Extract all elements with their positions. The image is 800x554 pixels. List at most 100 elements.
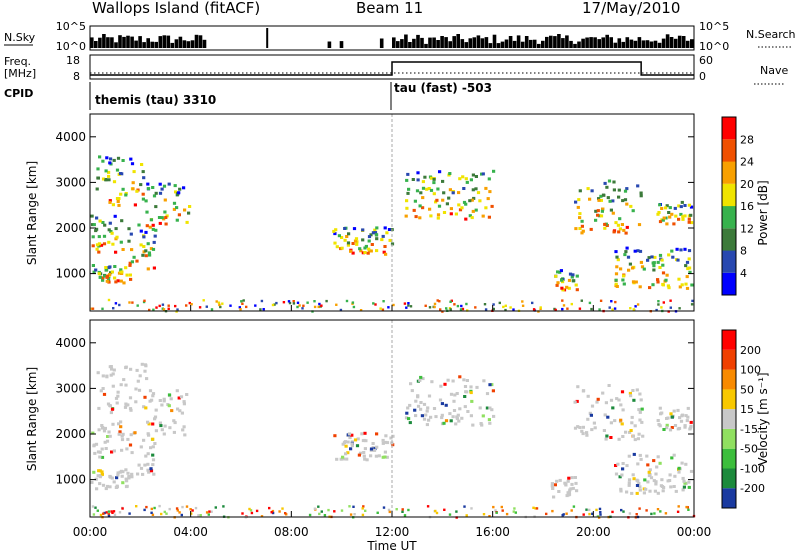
echo-cell [561,288,565,292]
echo-cell [452,409,457,412]
power-panel: 1000 2000 3000 4000 Slant Range [km] [25,113,695,313]
ground-scatter-cell [103,511,106,515]
echo-cell [144,364,148,368]
echo-cell [607,384,611,387]
ground-scatter-cell [210,510,213,513]
nsky-bar [170,42,175,48]
echo-cell [639,194,643,198]
echo-cell [92,443,96,447]
ground-scatter-cell [250,511,254,515]
echo-cell [364,439,368,443]
echo-cell [142,438,146,442]
echo-cell [573,476,577,479]
ground-scatter-cell [460,304,463,308]
ground-scatter-cell [214,506,217,509]
nsky-bar [649,41,654,48]
echo-cell [358,451,363,455]
echo-cell [488,383,492,387]
nsky-bar [541,40,545,48]
echo-cell [390,242,395,246]
echo-cell [614,472,619,476]
echo-cell [160,403,164,407]
nsky-label: N.Sky [4,31,36,44]
echo-cell [351,242,355,245]
echo-cell [429,214,433,218]
echo-cell [385,455,389,459]
echo-cell [625,225,629,229]
echo-cell [578,189,582,193]
echo-cell [163,210,167,214]
echo-cell [574,200,578,204]
echo-cell [109,411,113,415]
echo-cell [385,231,389,235]
echo-cell [112,480,116,484]
echo-cell [153,417,157,421]
xtick-label: 08:00 [274,525,309,539]
echo-cell [91,431,95,435]
echo-cell [363,447,367,451]
ytick-label: 4000 [55,336,86,350]
echo-cell [100,447,104,451]
ground-scatter-cell [656,508,660,511]
echo-cell [121,481,125,485]
nsky-bar [122,36,126,48]
ground-scatter-cell [339,308,343,312]
echo-cell [479,422,483,425]
echo-cell [637,432,641,436]
nsky-bar [673,38,678,48]
echo-cell [684,414,688,418]
echo-cell [689,420,693,424]
echo-cell [627,478,632,482]
echo-cell [421,206,425,210]
echo-cell [665,426,669,430]
echo-cell [689,213,693,217]
nsky-bar [476,35,481,48]
echo-cell [114,280,118,284]
echo-cell [680,283,684,287]
echo-cell [449,207,453,211]
ground-scatter-cell [443,508,446,511]
ground-scatter-cell [333,510,336,513]
echo-cell [580,429,584,433]
echo-cell [488,421,492,425]
echo-cell [137,223,141,227]
echo-cell [110,270,114,274]
ground-scatter-cell [655,308,658,312]
echo-cell [622,282,626,286]
echo-cell [488,406,492,410]
echo-cell [109,475,113,479]
echo-cell [416,178,420,182]
nave-tick-bottom: 0 [699,70,706,83]
echo-cell [177,213,181,217]
echo-cell [361,238,365,242]
echo-cell [593,426,597,430]
echo-cell [391,443,395,447]
echo-cell [140,362,144,366]
echo-cell [130,475,134,479]
echo-cell [101,276,105,280]
echo-cell [347,432,352,436]
echo-cell [624,231,628,235]
echo-cell [490,383,494,387]
echo-cell [95,216,99,220]
echo-cell [470,399,474,403]
echo-cell [147,251,151,255]
nsky-bar [496,43,501,48]
echo-cell [344,444,348,448]
echo-cell [371,231,375,235]
echo-cell [662,486,666,489]
echo-cell [574,227,578,231]
echo-cell [435,198,439,202]
echo-cell [130,260,134,264]
echo-cell [658,406,662,410]
ground-scatter-cell [438,300,441,303]
echo-cell [350,442,354,446]
ground-scatter-cell [687,508,690,511]
ground-scatter-cell [439,308,442,311]
nsky-bar [512,40,517,48]
echo-cell [658,203,662,207]
ground-scatter-cell [554,308,557,312]
ground-scatter-cell [91,505,95,508]
echo-cell [661,282,665,286]
echo-cell [413,408,417,412]
